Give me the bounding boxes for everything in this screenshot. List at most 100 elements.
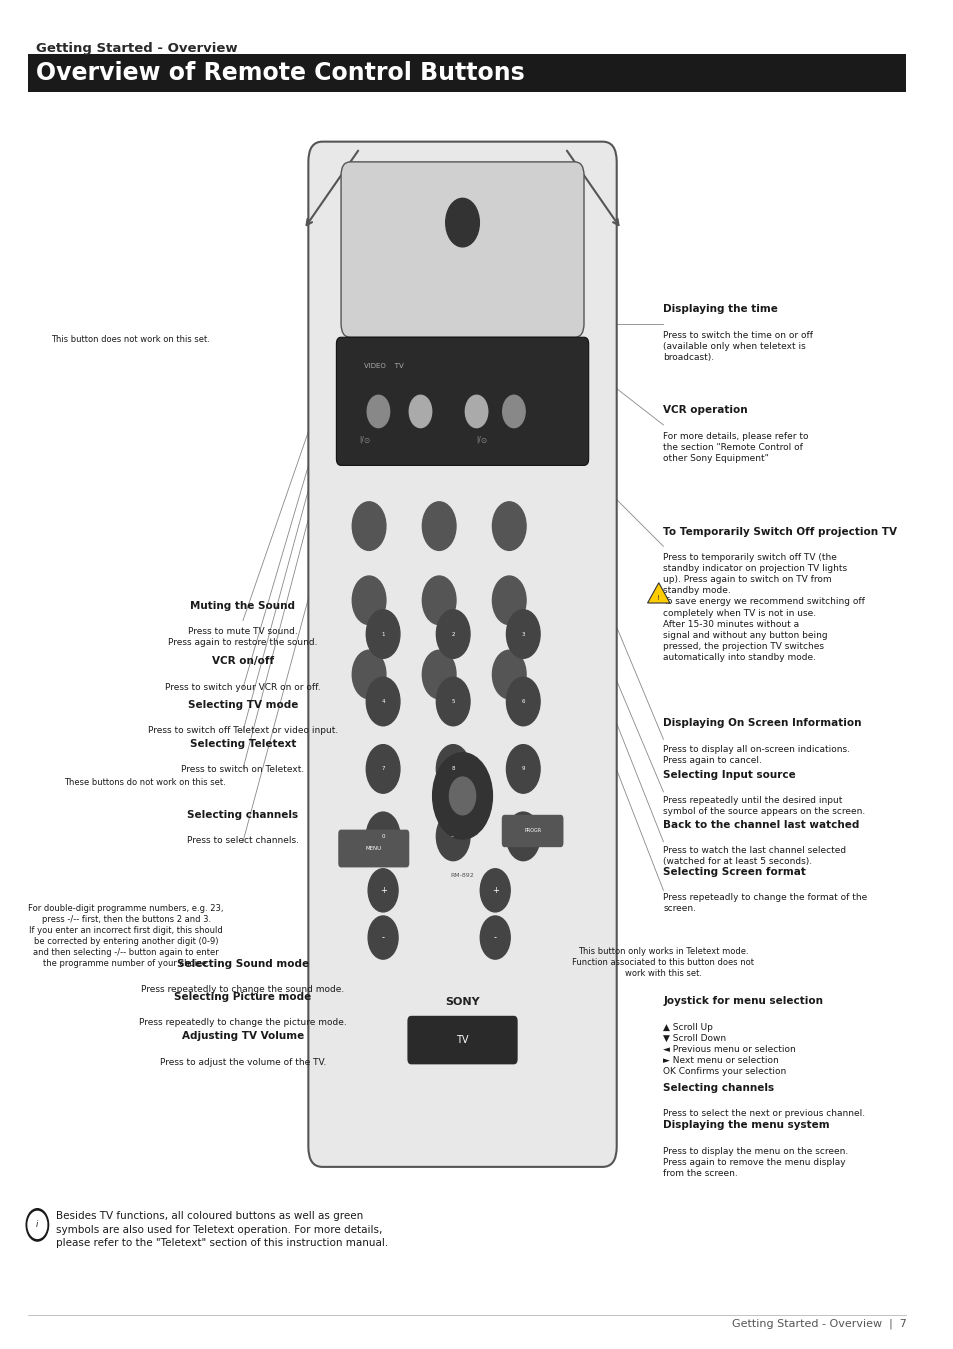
Text: Back to the channel last watched: Back to the channel last watched xyxy=(662,820,859,830)
Circle shape xyxy=(436,677,470,726)
Text: Press to display the menu on the screen.
Press again to remove the menu display
: Press to display the menu on the screen.… xyxy=(662,1147,848,1178)
Circle shape xyxy=(368,916,397,959)
Text: PROGR: PROGR xyxy=(523,828,540,834)
Circle shape xyxy=(479,916,510,959)
Text: Overview of Remote Control Buttons: Overview of Remote Control Buttons xyxy=(35,61,524,85)
FancyBboxPatch shape xyxy=(501,815,563,847)
Text: Press to switch on Teletext.: Press to switch on Teletext. xyxy=(181,765,304,774)
Text: RM-892: RM-892 xyxy=(450,873,474,878)
Circle shape xyxy=(366,677,399,726)
Circle shape xyxy=(492,650,525,699)
Text: Press repeatedly to change the picture mode.: Press repeatedly to change the picture m… xyxy=(139,1018,347,1028)
Circle shape xyxy=(28,1211,47,1238)
Text: For double-digit programme numbers, e.g. 23,
press -/-- first, then the buttons : For double-digit programme numbers, e.g.… xyxy=(29,904,224,969)
Circle shape xyxy=(492,576,525,625)
Circle shape xyxy=(479,869,510,912)
Circle shape xyxy=(422,502,456,550)
Text: 9: 9 xyxy=(521,766,524,772)
Text: Press to mute TV sound.
Press again to restore the sound.: Press to mute TV sound. Press again to r… xyxy=(168,627,317,648)
Text: 3: 3 xyxy=(521,631,524,637)
Text: To Temporarily Switch Off projection TV: To Temporarily Switch Off projection TV xyxy=(662,527,897,537)
Polygon shape xyxy=(647,583,669,603)
Circle shape xyxy=(422,650,456,699)
Text: Press to switch your VCR on or off.: Press to switch your VCR on or off. xyxy=(165,683,320,692)
Circle shape xyxy=(506,677,539,726)
Text: 6: 6 xyxy=(521,699,524,704)
Text: Displaying On Screen Information: Displaying On Screen Information xyxy=(662,719,861,728)
FancyBboxPatch shape xyxy=(338,830,409,867)
Text: 1: 1 xyxy=(381,631,384,637)
Text: --: -- xyxy=(451,834,455,839)
Text: For more details, please refer to
the section "Remote Control of
other Sony Equi: For more details, please refer to the se… xyxy=(662,432,808,463)
Text: SONY: SONY xyxy=(445,997,479,1006)
FancyBboxPatch shape xyxy=(407,1016,517,1064)
Text: Besides TV functions, all coloured buttons as well as green
symbols are also use: Besides TV functions, all coloured butto… xyxy=(56,1211,388,1248)
Text: -: - xyxy=(381,934,384,942)
Text: MENU: MENU xyxy=(365,846,381,851)
Text: 0: 0 xyxy=(381,834,384,839)
Text: Selecting TV mode: Selecting TV mode xyxy=(188,700,298,710)
Text: Getting Started - Overview  |  7: Getting Started - Overview | 7 xyxy=(731,1318,905,1329)
Text: !: ! xyxy=(657,595,659,600)
Text: Displaying the menu system: Displaying the menu system xyxy=(662,1121,829,1130)
Text: I/⊙: I/⊙ xyxy=(359,436,371,444)
Circle shape xyxy=(366,745,399,793)
Text: 2: 2 xyxy=(451,631,455,637)
Text: Muting the Sound: Muting the Sound xyxy=(191,602,295,611)
Circle shape xyxy=(506,745,539,793)
Text: ▲ Scroll Up
▼ Scroll Down
◄ Previous menu or selection
► Next menu or selection
: ▲ Scroll Up ▼ Scroll Down ◄ Previous men… xyxy=(662,1023,796,1077)
Text: Press to temporarily switch off TV (the
standby indicator on projection TV light: Press to temporarily switch off TV (the … xyxy=(662,553,864,662)
Text: Joystick for menu selection: Joystick for menu selection xyxy=(662,997,822,1006)
Circle shape xyxy=(449,777,476,815)
Text: Selecting Screen format: Selecting Screen format xyxy=(662,867,805,877)
Text: Selecting Sound mode: Selecting Sound mode xyxy=(176,959,309,969)
Text: Selecting Input source: Selecting Input source xyxy=(662,770,796,780)
Circle shape xyxy=(352,576,386,625)
Circle shape xyxy=(26,1209,49,1241)
Text: Selecting channels: Selecting channels xyxy=(662,1083,774,1093)
Text: I/⊙: I/⊙ xyxy=(476,436,487,444)
Text: Press repeteadly to change the format of the
screen.: Press repeteadly to change the format of… xyxy=(662,893,867,913)
Text: 8: 8 xyxy=(451,766,455,772)
FancyBboxPatch shape xyxy=(308,142,616,1167)
Text: Selecting Teletext: Selecting Teletext xyxy=(190,739,295,749)
Text: Press to display all on-screen indications.
Press again to cancel.: Press to display all on-screen indicatio… xyxy=(662,745,849,765)
Circle shape xyxy=(432,753,492,839)
Text: Press to select channels.: Press to select channels. xyxy=(187,836,298,846)
Circle shape xyxy=(422,576,456,625)
Text: 5: 5 xyxy=(451,699,455,704)
Text: This button does not work on this set.: This button does not work on this set. xyxy=(51,335,210,344)
FancyBboxPatch shape xyxy=(28,54,905,92)
Text: VCR on/off: VCR on/off xyxy=(212,657,274,666)
Text: i: i xyxy=(36,1221,38,1229)
Text: Press to select the next or previous channel.: Press to select the next or previous cha… xyxy=(662,1109,864,1118)
Circle shape xyxy=(465,395,487,428)
Circle shape xyxy=(366,610,399,658)
Circle shape xyxy=(436,812,470,861)
Text: Selecting Picture mode: Selecting Picture mode xyxy=(174,993,312,1002)
Text: +: + xyxy=(492,886,498,894)
Text: VIDEO    TV: VIDEO TV xyxy=(364,363,404,370)
Circle shape xyxy=(368,869,397,912)
Text: Press to watch the last channel selected
(watched for at least 5 seconds).: Press to watch the last channel selected… xyxy=(662,846,845,866)
Text: Displaying the time: Displaying the time xyxy=(662,305,778,314)
Circle shape xyxy=(492,502,525,550)
Text: Press to switch off Teletext or video input.: Press to switch off Teletext or video in… xyxy=(148,726,337,735)
Circle shape xyxy=(436,610,470,658)
Circle shape xyxy=(436,745,470,793)
Circle shape xyxy=(366,812,399,861)
Text: +: + xyxy=(379,886,386,894)
Circle shape xyxy=(352,502,386,550)
Circle shape xyxy=(409,395,432,428)
Text: Press to adjust the volume of the TV.: Press to adjust the volume of the TV. xyxy=(159,1058,326,1067)
Circle shape xyxy=(502,395,524,428)
Circle shape xyxy=(506,610,539,658)
Circle shape xyxy=(506,812,539,861)
Text: Adjusting TV Volume: Adjusting TV Volume xyxy=(182,1032,304,1041)
Text: -: - xyxy=(494,934,497,942)
FancyBboxPatch shape xyxy=(336,337,588,465)
Text: Press repeatedly to change the sound mode.: Press repeatedly to change the sound mod… xyxy=(141,985,344,994)
Text: 4: 4 xyxy=(381,699,384,704)
Circle shape xyxy=(367,395,389,428)
Text: Getting Started - Overview: Getting Started - Overview xyxy=(35,42,237,55)
